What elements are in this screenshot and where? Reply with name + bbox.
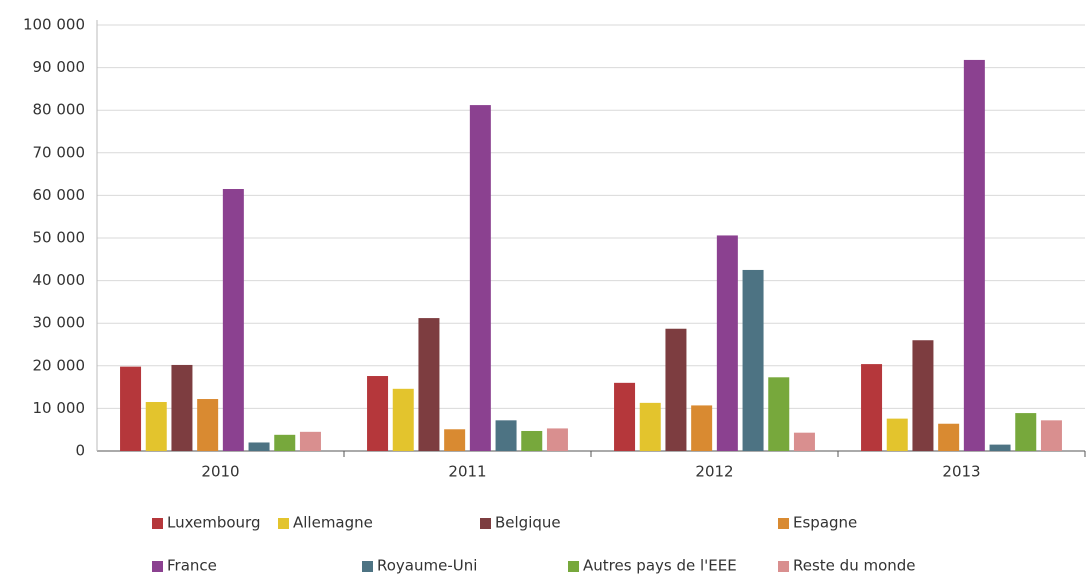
y-tick-label: 20 000 <box>33 356 86 374</box>
bar <box>469 105 491 451</box>
bar <box>521 430 543 451</box>
y-tick-label: 50 000 <box>33 229 86 247</box>
bar <box>1015 413 1037 451</box>
bar <box>197 399 219 451</box>
y-tick-label: 80 000 <box>33 101 86 119</box>
bar <box>495 420 517 451</box>
bar <box>886 418 908 451</box>
y-tick-label: 30 000 <box>33 314 86 332</box>
legend-label: Espagne <box>793 514 857 532</box>
x-tick-label: 2010 <box>201 463 239 481</box>
bar <box>639 402 661 451</box>
y-tick-label: 70 000 <box>33 143 86 161</box>
legend-swatch <box>362 561 373 572</box>
bar <box>367 376 389 451</box>
bar <box>248 442 270 451</box>
bar <box>691 405 713 451</box>
legend-swatch <box>778 518 789 529</box>
bar <box>716 235 738 451</box>
legend-swatch <box>568 561 579 572</box>
legend-label: Belgique <box>495 514 561 532</box>
bar <box>793 432 815 451</box>
y-tick-label: 40 000 <box>33 271 86 289</box>
bar <box>171 364 193 451</box>
x-tick-label: 2011 <box>448 463 486 481</box>
bar <box>768 377 790 451</box>
bar <box>418 318 440 451</box>
bar <box>665 328 687 451</box>
y-tick-label: 90 000 <box>33 58 86 76</box>
bar <box>989 444 1011 451</box>
legend-swatch <box>152 561 163 572</box>
bar <box>299 431 321 451</box>
y-tick-label: 60 000 <box>33 186 86 204</box>
bar <box>938 423 960 451</box>
x-tick-label: 2013 <box>942 463 980 481</box>
bar <box>120 366 142 451</box>
y-tick-label: 100 000 <box>23 16 85 34</box>
legend-label: France <box>167 557 217 575</box>
bar <box>274 434 296 451</box>
bar <box>222 189 244 451</box>
x-tick-label: 2012 <box>695 463 733 481</box>
legend-swatch <box>778 561 789 572</box>
bar <box>614 382 636 451</box>
bar <box>912 340 934 451</box>
legend-label: Reste du monde <box>793 557 916 575</box>
bar <box>963 59 985 451</box>
bar <box>1040 420 1062 451</box>
y-tick-label: 0 <box>75 442 85 460</box>
legend-label: Royaume-Uni <box>377 557 477 575</box>
legend-label: Allemagne <box>293 514 373 532</box>
legend-swatch <box>480 518 491 529</box>
bar <box>444 429 466 451</box>
legend-swatch <box>278 518 289 529</box>
y-tick-label: 10 000 <box>33 399 86 417</box>
bar <box>861 364 883 451</box>
bar <box>145 402 167 451</box>
legend-label: Autres pays de l'EEE <box>583 557 737 575</box>
bar <box>392 388 414 451</box>
legend-swatch <box>152 518 163 529</box>
bar <box>546 428 568 451</box>
legend-label: Luxembourg <box>167 514 261 532</box>
bar <box>742 269 764 451</box>
